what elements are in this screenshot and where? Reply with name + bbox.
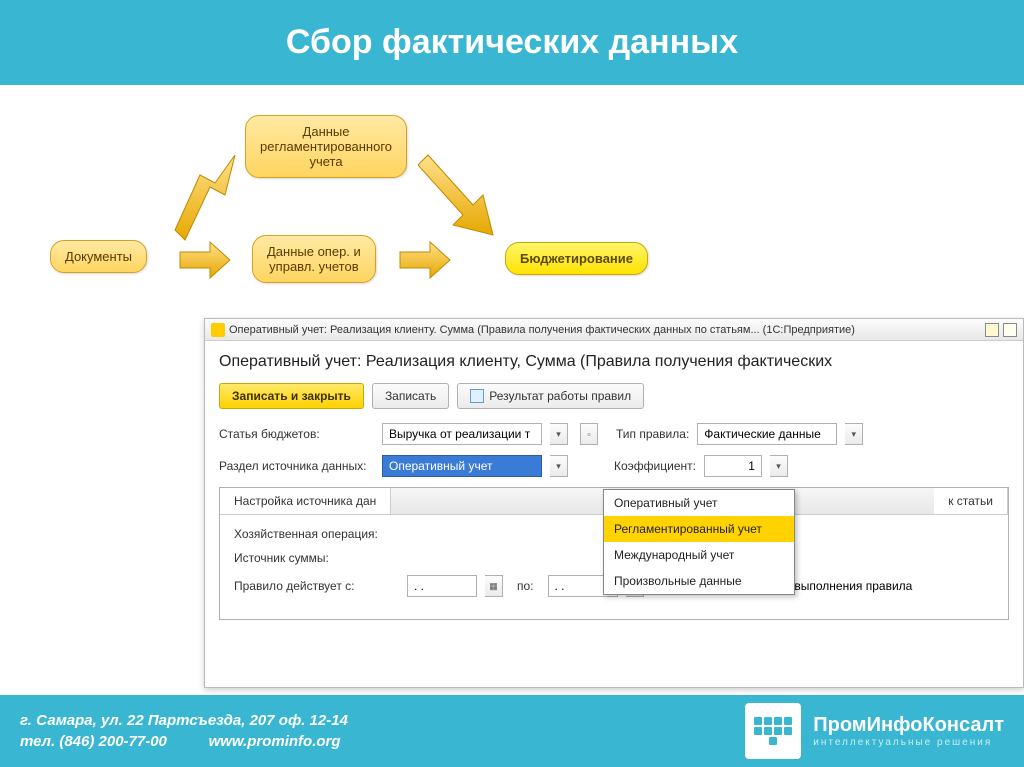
- logo-icon: [745, 703, 801, 759]
- flow-diagram: Документы Данные регламентированного уче…: [0, 95, 1024, 325]
- window-titlebar: Оперативный учет: Реализация клиенту. Су…: [205, 319, 1023, 341]
- dropdown-button[interactable]: ▾: [550, 423, 568, 445]
- node-budgeting: Бюджетирование: [505, 242, 648, 275]
- node-documents: Документы: [50, 240, 147, 273]
- dropdown-option[interactable]: Международный учет: [604, 542, 794, 568]
- open-button[interactable]: ▫: [580, 423, 598, 445]
- favorite-icon[interactable]: [985, 323, 999, 337]
- dropdown-button[interactable]: ▾: [770, 455, 788, 477]
- source-section-dropdown: Оперативный учет Регламентированный учет…: [603, 489, 795, 595]
- rule-type-input[interactable]: Фактические данные: [697, 423, 837, 445]
- label-coef: Коэффициент:: [614, 459, 696, 473]
- tab-article[interactable]: к статьи: [934, 488, 1008, 514]
- dropdown-button[interactable]: ▾: [550, 455, 568, 477]
- tab-source-setup[interactable]: Настройка источника дан: [220, 488, 391, 514]
- arrow-icon: [418, 150, 503, 240]
- app-window: Оперативный учет: Реализация клиенту. Су…: [204, 318, 1024, 688]
- node-regulated: Данные регламентированного учета: [245, 115, 407, 178]
- calendar-icon[interactable]: ▦: [485, 575, 503, 597]
- arrow-icon: [175, 240, 235, 280]
- label-sum-source: Источник суммы:: [234, 551, 399, 565]
- brand-name: ПромИнфоКонсалт интеллектуальные решения: [813, 714, 1004, 748]
- address-text: г. Самара, ул. 22 Партсъезда, 207 оф. 12…: [20, 710, 348, 731]
- dropdown-option[interactable]: Произвольные данные: [604, 568, 794, 594]
- report-icon: [470, 389, 484, 403]
- save-close-button[interactable]: Записать и закрыть: [219, 383, 364, 409]
- node-operational: Данные опер. и управл. учетов: [252, 235, 376, 283]
- article-input[interactable]: Выручка от реализации т: [382, 423, 542, 445]
- label-article: Статья бюджетов:: [219, 427, 374, 441]
- label-valid-from: Правило действует с:: [234, 579, 399, 593]
- app-icon: [211, 323, 225, 337]
- coef-input[interactable]: 1: [704, 455, 762, 477]
- calc-icon[interactable]: [1003, 323, 1017, 337]
- dropdown-button[interactable]: ▾: [845, 423, 863, 445]
- window-title: Оперативный учет: Реализация клиенту. Су…: [229, 324, 981, 336]
- slide-header: Сбор фактических данных: [0, 0, 1024, 85]
- contact-info: г. Самара, ул. 22 Партсъезда, 207 оф. 12…: [20, 710, 348, 752]
- phone-text: тел. (846) 200-77-00: [20, 733, 167, 750]
- label-operation: Хозяйственная операция:: [234, 527, 399, 541]
- slide-footer: г. Самара, ул. 22 Партсъезда, 207 оф. 12…: [0, 695, 1024, 767]
- date-from-input[interactable]: . .: [407, 575, 477, 597]
- label-source-section: Раздел источника данных:: [219, 459, 374, 473]
- result-button[interactable]: Результат работы правил: [457, 383, 644, 409]
- arrow-icon: [165, 155, 240, 245]
- toolbar: Записать и закрыть Записать Результат ра…: [219, 383, 1009, 409]
- label-rule-type: Тип правила:: [616, 427, 689, 441]
- source-section-input[interactable]: Оперативный учет: [382, 455, 542, 477]
- label-to: по:: [517, 579, 534, 593]
- result-button-label: Результат работы правил: [489, 389, 631, 403]
- save-button[interactable]: Записать: [372, 383, 449, 409]
- url-text: www.prominfo.org: [209, 733, 341, 750]
- dropdown-option[interactable]: Регламентированный учет: [604, 516, 794, 542]
- dropdown-option[interactable]: Оперативный учет: [604, 490, 794, 516]
- arrow-icon: [395, 240, 455, 280]
- slide-title: Сбор фактических данных: [286, 23, 738, 62]
- brand-tagline: интеллектуальные решения: [813, 737, 1004, 748]
- form-title: Оперативный учет: Реализация клиенту, Су…: [219, 353, 1009, 371]
